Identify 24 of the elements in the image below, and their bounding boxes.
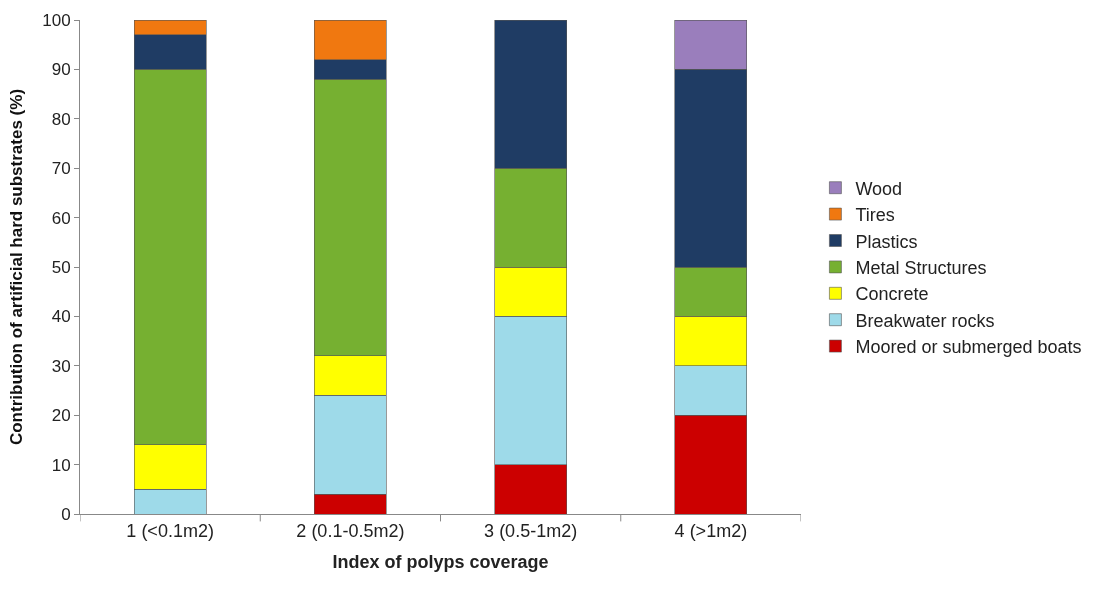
y-tick-label: 10 — [51, 455, 71, 475]
x-tick-label: 1 (<0.1m2) — [126, 520, 214, 541]
legend-label: Metal Structures — [855, 257, 987, 278]
y-tick-label: 0 — [61, 504, 71, 524]
x-tick-label: 4 (>1m2) — [674, 520, 748, 541]
legend-label: Wood — [855, 178, 903, 199]
y-tick-label: 30 — [51, 356, 71, 376]
y-tick-label: 60 — [51, 208, 71, 228]
y-tick-label: 100 — [42, 10, 71, 30]
y-tick-label: 90 — [51, 60, 71, 80]
y-tick-label: 40 — [51, 307, 71, 327]
y-tick-label: 80 — [51, 109, 71, 129]
x-axis-title: Index of polyps coverage — [332, 551, 549, 572]
y-tick-label: 70 — [51, 159, 71, 179]
x-tick-label: 3 (0.5-1m2) — [484, 520, 578, 541]
legend-label: Plastics — [855, 231, 918, 252]
legend-label: Moored or submerged boats — [855, 337, 1082, 358]
y-tick-label: 50 — [51, 257, 71, 277]
legend-label: Tires — [855, 205, 895, 226]
x-tick-label: 2 (0.1-0.5m2) — [296, 520, 405, 541]
legend-label: Concrete — [855, 284, 929, 305]
y-axis-title: Contribution of artificial hard substrates (%) — [6, 88, 26, 446]
y-tick-label: 20 — [51, 406, 71, 426]
legend-label: Breakwater rocks — [855, 310, 995, 331]
